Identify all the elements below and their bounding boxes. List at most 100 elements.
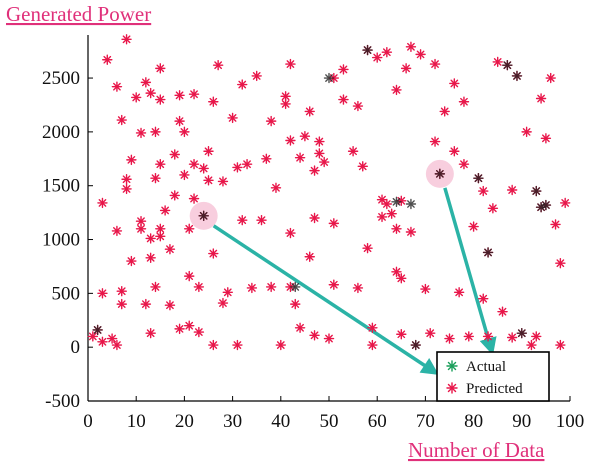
x-axis-label: Number of Data [408,438,545,462]
y-tick-label: 500 [52,283,81,304]
actual-point [92,324,103,336]
legend-marker-predicted [446,382,458,394]
predicted-point [193,281,205,293]
predicted-point [294,322,306,333]
predicted-point [184,320,195,331]
actual-point [410,339,421,351]
predicted-point [246,282,258,294]
predicted-point [294,152,306,163]
predicted-point [429,136,441,147]
predicted-point [164,244,176,255]
legend-label-actual: Actual [466,359,506,375]
predicted-point [314,136,325,147]
actual-point [391,196,402,208]
predicted-point [420,283,431,295]
predicted-point [193,326,205,338]
legend-box [436,351,550,402]
predicted-point [174,90,185,101]
predicted-point [116,114,127,126]
predicted-point [449,78,460,89]
x-tick-label: 80 [464,411,483,432]
predicted-point [314,148,325,159]
predicted-point [376,211,388,223]
actual-point [502,59,513,71]
actual-point [531,185,542,197]
y-tick-label: 2500 [42,68,80,89]
predicted-point [415,49,426,60]
actual-point [473,172,484,184]
predicted-point [126,255,137,267]
predicted-point [261,153,272,164]
actual-point [540,199,552,211]
y-tick-label: 1500 [42,176,80,197]
predicted-point [458,96,470,107]
predicted-point [251,70,262,82]
predicted-point [130,92,142,103]
arrow-to-legend [212,224,439,375]
predicted-point [102,54,113,65]
predicted-point [386,208,397,219]
predicted-point [482,331,494,342]
legend-markers [446,360,458,394]
predicted-point [521,126,532,138]
predicted-point [150,126,161,138]
predicted-point [203,175,214,186]
predicted-point [208,96,219,107]
actual-point [516,327,527,339]
predicted-point [405,226,417,238]
predicted-point [169,149,180,160]
legend-label-predicted: Predicted [466,381,523,397]
data-points [87,34,571,351]
predicted-point [208,339,219,351]
predicted-point [150,172,161,184]
predicted-point [391,223,402,234]
predicted-point [458,158,470,170]
predicted-point [145,252,156,264]
predicted-point [222,287,233,298]
predicted-point [126,154,137,166]
predicted-point [453,287,465,298]
predicted-point [531,331,542,342]
predicted-point [155,158,166,170]
actual-point [323,72,335,84]
predicted-point [174,323,185,335]
predicted-point [188,193,200,204]
predicted-point [97,288,108,299]
predicted-point [391,84,402,96]
predicted-point [338,94,349,105]
legend-marker-actual [446,360,458,372]
predicted-point [203,146,214,157]
predicted-point [87,331,99,342]
predicted-point [121,183,132,195]
predicted-point [155,223,166,234]
x-tick-label: 60 [368,411,387,432]
predicted-point [362,242,373,254]
predicted-point [164,299,176,311]
actual-point [362,44,373,56]
predicted-point [111,225,123,237]
predicted-point [328,279,340,290]
predicted-point [217,176,229,187]
predicted-point [550,219,561,230]
predicted-point [396,329,407,340]
predicted-point [372,52,383,63]
predicted-point [155,63,166,74]
predicted-point [559,197,571,209]
predicted-point [265,115,277,127]
predicted-point [184,270,195,282]
x-tick-label: 70 [416,411,435,432]
predicted-point [97,336,108,347]
actual-point [198,210,209,222]
x-tick-label: 100 [556,411,585,432]
predicted-point [338,64,349,75]
predicted-point [478,293,489,304]
predicted-point [285,227,296,239]
predicted-point [285,135,296,146]
predicted-point [381,198,393,210]
predicted-point [357,161,368,172]
predicted-point [140,77,152,88]
predicted-point [232,339,243,351]
predicted-point [487,203,499,214]
predicted-point [347,146,359,157]
